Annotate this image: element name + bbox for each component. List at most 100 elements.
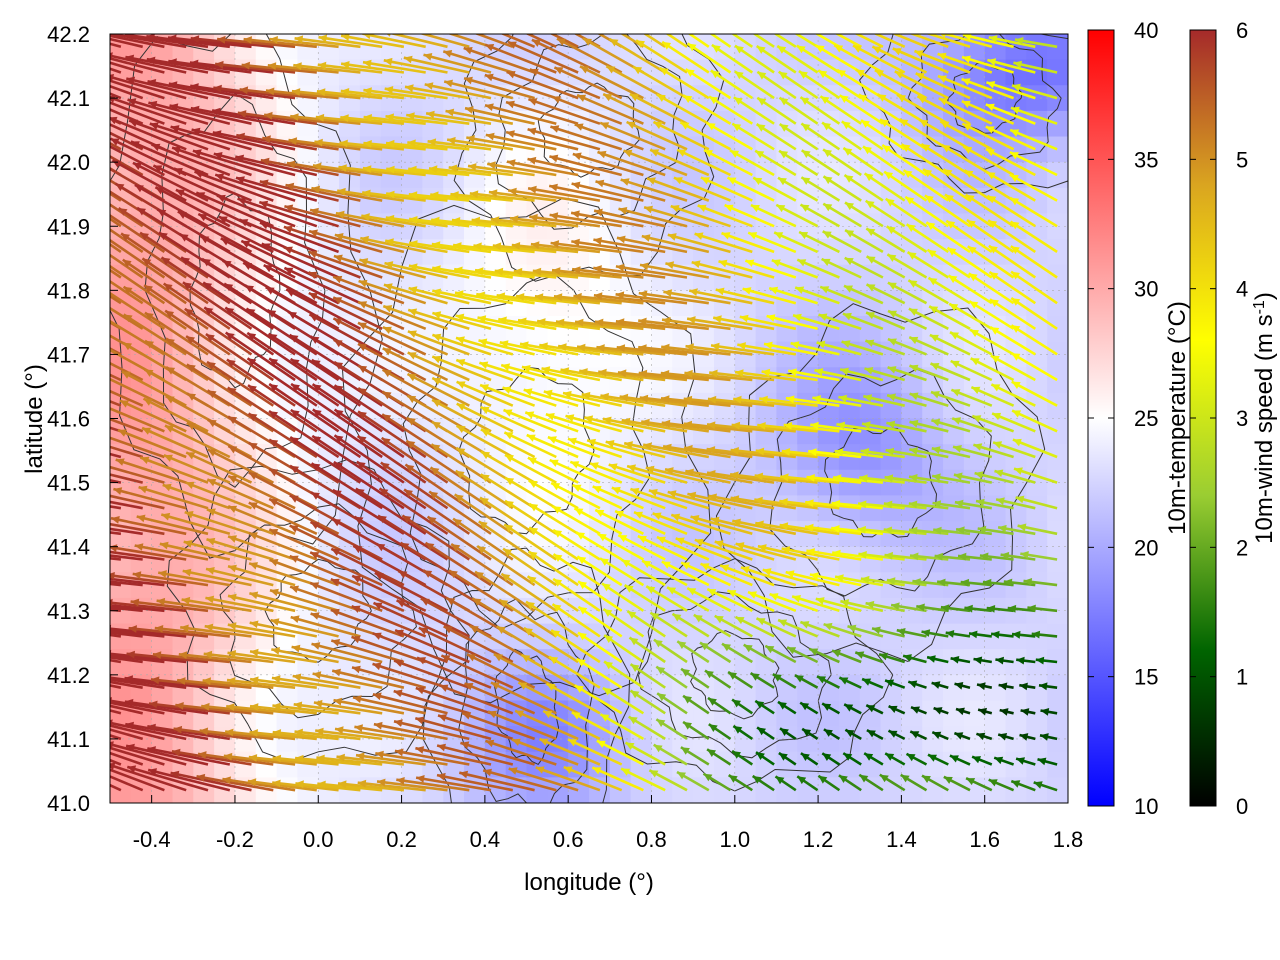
temperature-cell [963, 700, 986, 727]
wind-arrow [724, 203, 775, 228]
wind-arrow [316, 88, 383, 100]
wind-arrow [117, 428, 187, 459]
wind-arrow [548, 655, 601, 689]
wind-arrow [157, 570, 231, 587]
wind-arrow [573, 507, 623, 535]
wind-arrow [504, 499, 558, 535]
wind-arrow [575, 531, 623, 561]
wind-arrow [884, 474, 927, 484]
temperature-cell [880, 495, 902, 522]
temperature-cell [776, 34, 798, 61]
temperature-cell [880, 392, 902, 420]
wind-arrow [202, 677, 274, 689]
wind-arrow [134, 183, 209, 228]
wind-arrow [249, 676, 317, 689]
wind-arrow [945, 630, 971, 638]
wind-arrow [355, 487, 427, 535]
wind-arrow [1020, 708, 1036, 716]
wind-arrow [909, 364, 949, 382]
wind-arrow [527, 127, 601, 151]
wind-arrow [474, 34, 514, 49]
x-tick-label: 1.4 [886, 827, 917, 852]
wind-arrow [503, 523, 558, 561]
wind-arrow [714, 540, 775, 561]
temperature-cell [1047, 597, 1068, 625]
wind-arrow [844, 256, 884, 279]
wind-arrow [110, 131, 144, 151]
wind-arrow [967, 272, 1015, 305]
wind-arrow [777, 176, 819, 202]
wind-arrow [684, 369, 753, 382]
wind-arrow [574, 684, 623, 715]
wind-arrow [110, 741, 187, 766]
wind-arrow [863, 752, 884, 766]
wind-arrow [227, 622, 296, 638]
wind-arrow [125, 743, 209, 766]
wind-arrow [961, 55, 1014, 74]
wind-arrow [490, 681, 557, 715]
wind-arrow [220, 237, 296, 279]
wind-arrow [742, 287, 797, 305]
wind-arrow [909, 730, 928, 741]
wind-arrow [909, 34, 949, 49]
wind-arrow [1016, 656, 1036, 665]
temperature-cell [755, 700, 778, 727]
wind-arrow [783, 422, 840, 433]
wind-arrow [581, 391, 644, 407]
wind-arrow [122, 258, 187, 305]
wind-arrow [110, 554, 143, 561]
temperature-cell [734, 751, 757, 778]
wind-arrow [357, 321, 427, 356]
wind-arrow [205, 333, 275, 382]
temperature-cell [359, 649, 382, 676]
wind-arrow [340, 34, 405, 49]
wind-arrow [456, 380, 514, 407]
wind-arrow [737, 342, 797, 356]
y-tick-label: 41.4 [47, 535, 90, 560]
wind-arrow [801, 727, 819, 740]
temperature-cell [672, 777, 694, 803]
wind-arrow [466, 653, 536, 689]
wind-arrow [151, 143, 231, 177]
wind-arrow [601, 582, 645, 612]
colorbar-tick-label: 1 [1236, 665, 1248, 690]
wind-arrow [309, 581, 383, 613]
wind-arrow [526, 575, 579, 612]
temperature-cell [880, 264, 902, 291]
wind-arrow [452, 242, 513, 254]
wind-arrow [164, 424, 231, 459]
wind-arrow [616, 344, 688, 356]
wind-arrow [931, 446, 971, 459]
wind-arrow [110, 279, 144, 305]
wind-arrow [363, 140, 426, 151]
wind-arrow [246, 357, 318, 407]
wind-arrow [520, 653, 579, 689]
temperature-cell [1005, 674, 1027, 702]
wind-arrow [841, 340, 884, 356]
wind-arrow [615, 318, 688, 331]
wind-arrow [618, 207, 688, 228]
wind-arrow [514, 709, 579, 741]
wind-arrow [605, 65, 666, 100]
temperature-cell [339, 315, 361, 343]
wind-arrow [207, 448, 274, 484]
wind-arrow [931, 418, 971, 433]
wind-arrow [603, 660, 645, 689]
wind-arrow [173, 725, 252, 741]
wind-arrow [757, 422, 818, 433]
wind-arrow [711, 43, 754, 74]
temperature-cell [943, 674, 965, 702]
wind-arrow [227, 474, 296, 510]
wind-arrow [203, 650, 274, 664]
wind-arrow [731, 698, 754, 715]
wind-arrow [315, 727, 383, 741]
wind-arrow [655, 718, 688, 740]
wind-arrow [704, 669, 732, 689]
temperature-cell [1047, 239, 1068, 266]
wind-arrow [909, 419, 949, 433]
wind-arrow [455, 358, 514, 382]
temperature-cell [401, 649, 423, 676]
temperature-cell [547, 162, 569, 189]
wind-arrow [110, 728, 144, 741]
temperature-cell [401, 572, 423, 599]
